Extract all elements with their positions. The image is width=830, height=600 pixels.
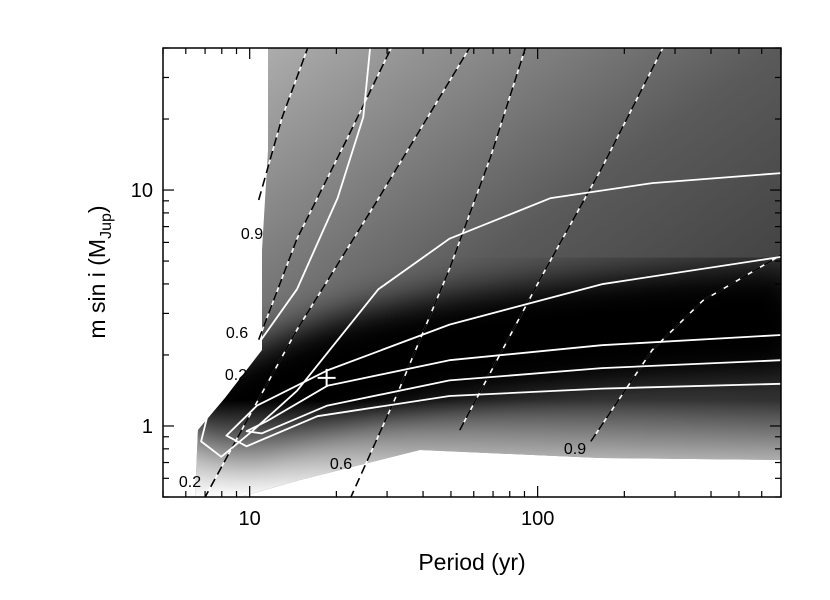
contour-label: 0.9 <box>564 441 586 458</box>
density-map <box>195 48 781 497</box>
contour-label: 0.6 <box>226 325 248 342</box>
dashed-contour <box>590 254 781 442</box>
dashed-contour <box>257 48 392 340</box>
dashed-contour <box>204 48 471 497</box>
contour-label: 0.6 <box>330 456 352 473</box>
x-tick-label: 100 <box>521 508 554 530</box>
contour-label: 0.9 <box>241 226 263 243</box>
dashed-contour <box>257 48 309 201</box>
x-axis-label: Period (yr) <box>418 549 525 575</box>
y-tick-label: 10 <box>131 180 153 202</box>
plot-frame <box>162 47 782 498</box>
contours <box>200 48 781 497</box>
solid-contour <box>245 334 781 435</box>
y-tick-label: 1 <box>142 416 153 438</box>
contour-label: 0.2 <box>225 367 247 384</box>
solid-contour <box>200 48 781 458</box>
dashed-contour <box>350 48 527 497</box>
y-label-tail: ) <box>84 205 110 213</box>
x-tick-label: 10 <box>239 508 261 530</box>
y-label-text: m sin i (M <box>84 239 110 339</box>
y-axis-label: m sin i (MJup) <box>84 205 115 338</box>
best-fit-marker <box>317 368 336 387</box>
y-label-sub: Jup <box>98 213 115 239</box>
contour-label: 0.2 <box>179 474 201 491</box>
solid-contour <box>225 256 781 448</box>
